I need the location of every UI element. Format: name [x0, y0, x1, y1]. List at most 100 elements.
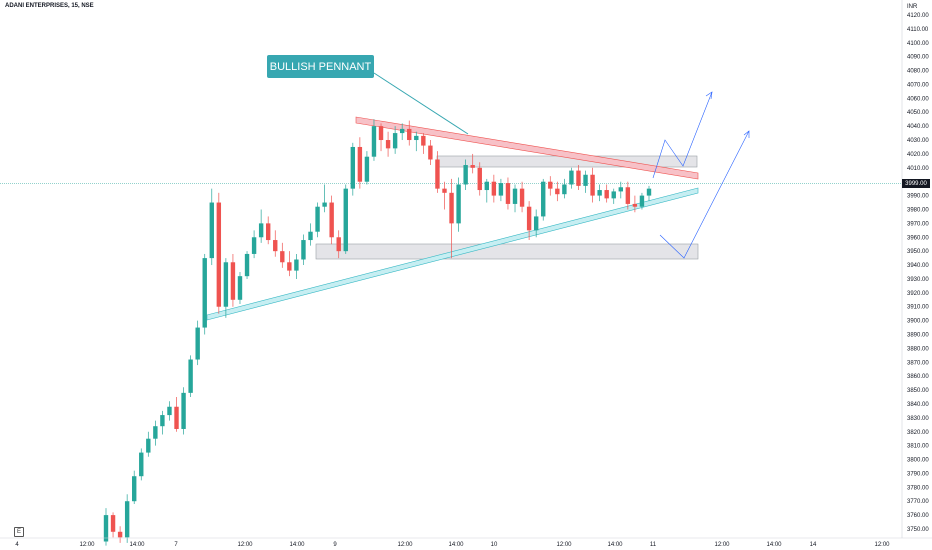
candle-body — [639, 195, 645, 207]
tradingview-logo-icon[interactable]: E — [14, 527, 24, 537]
candle — [512, 184, 518, 213]
candle-body — [477, 167, 482, 191]
candle-body — [512, 188, 518, 204]
candle-body — [287, 262, 292, 271]
candle — [195, 320, 200, 366]
support-trendline[interactable] — [206, 187, 699, 321]
candle — [646, 185, 652, 202]
candle — [209, 188, 214, 266]
candle-body — [646, 188, 652, 196]
price-tick-label: 3800.00 — [907, 458, 929, 464]
candle-body — [555, 188, 560, 195]
last-price-badge: 3999.00 — [902, 179, 930, 188]
projection-arrowhead-icon — [705, 91, 713, 100]
candle-body — [484, 181, 490, 191]
time-tick-label: 12:00 — [556, 542, 572, 548]
price-tick-label: 3760.00 — [907, 513, 929, 519]
candle — [562, 178, 567, 199]
price-tick-label: 4060.00 — [907, 96, 929, 102]
candle-body — [597, 190, 602, 196]
candle — [244, 251, 250, 279]
price-tick-label: 4040.00 — [907, 124, 929, 130]
time-tick-label: 14:00 — [448, 542, 464, 548]
candle-body — [611, 191, 616, 199]
candle-body — [301, 240, 306, 260]
candle — [237, 272, 243, 304]
candle — [230, 253, 236, 307]
candle-body — [435, 159, 440, 189]
candle — [639, 192, 645, 210]
candle-body — [456, 184, 461, 224]
candle-body — [576, 170, 581, 186]
candle — [265, 216, 271, 245]
candle — [160, 410, 165, 435]
candle-body — [139, 452, 144, 477]
time-tick-label: 9 — [333, 542, 337, 548]
lower-zone[interactable] — [315, 243, 699, 260]
candle-body — [533, 216, 539, 231]
candles — [103, 119, 652, 546]
candle — [555, 181, 560, 202]
pattern-label[interactable]: BULLISH PENNANT — [267, 55, 374, 78]
candle — [287, 251, 292, 277]
candle — [301, 234, 306, 266]
candle-body — [308, 231, 313, 241]
candle — [181, 387, 186, 435]
price-tick-label: 4010.00 — [907, 166, 929, 172]
candle-body — [449, 192, 454, 224]
candle-body — [442, 188, 447, 193]
candle — [117, 526, 123, 543]
candle — [470, 153, 475, 174]
candle-body — [237, 276, 243, 300]
price-tick-label: 3810.00 — [907, 444, 929, 450]
label-pointer — [373, 72, 469, 135]
time-tick-label: 12:00 — [714, 542, 730, 548]
currency-label: INR — [907, 4, 918, 10]
candle-body — [463, 165, 468, 185]
resistance-trendline[interactable] — [355, 116, 699, 180]
price-tick-label: 3750.00 — [907, 527, 929, 533]
time-tick-label: 12:00 — [237, 542, 253, 548]
candle — [435, 151, 440, 193]
candle-body — [146, 438, 151, 453]
candle — [124, 494, 130, 543]
candle — [188, 355, 193, 398]
price-tick-label: 3820.00 — [907, 430, 929, 436]
candle — [110, 512, 116, 538]
candle — [498, 178, 504, 202]
candle — [308, 223, 313, 246]
candle-body — [230, 262, 236, 300]
candle-body — [315, 206, 320, 232]
candle — [280, 242, 285, 268]
candle-body — [357, 146, 363, 182]
candle-body — [519, 188, 525, 207]
alternate-projection-path[interactable] — [659, 130, 750, 259]
candle-body — [251, 237, 257, 254]
candle — [174, 397, 179, 432]
candle — [583, 170, 588, 193]
price-tick-label: 3780.00 — [907, 485, 929, 491]
candle — [153, 420, 158, 446]
candle-body — [160, 415, 165, 427]
price-tick-label: 3790.00 — [907, 471, 929, 477]
price-tick-label: 4100.00 — [907, 41, 929, 47]
price-tick-label: 3930.00 — [907, 277, 929, 283]
candle-body — [103, 515, 109, 542]
candle — [378, 123, 384, 152]
time-axis[interactable]: 4 12:00 14:00 7 12:00 14:00 9 12:00 14:00 10 12:00… — [15, 542, 890, 548]
candle — [576, 165, 581, 191]
candle — [371, 119, 377, 161]
price-tick-label: 4070.00 — [907, 82, 929, 88]
candle-body — [110, 515, 116, 532]
candle-body — [322, 202, 327, 207]
time-tick-label: 14:00 — [766, 542, 782, 548]
candle-body — [526, 206, 532, 231]
price-tick-label: 3950.00 — [907, 249, 929, 255]
price-axis[interactable]: 4120.00 4110.00 4100.00 4090.00 4080.00 4070.… — [907, 13, 929, 533]
bullish-projection-path[interactable] — [652, 91, 713, 179]
candle-body — [294, 259, 299, 271]
candle — [273, 230, 278, 257]
candle-body — [273, 240, 278, 252]
candle-body — [181, 392, 186, 429]
